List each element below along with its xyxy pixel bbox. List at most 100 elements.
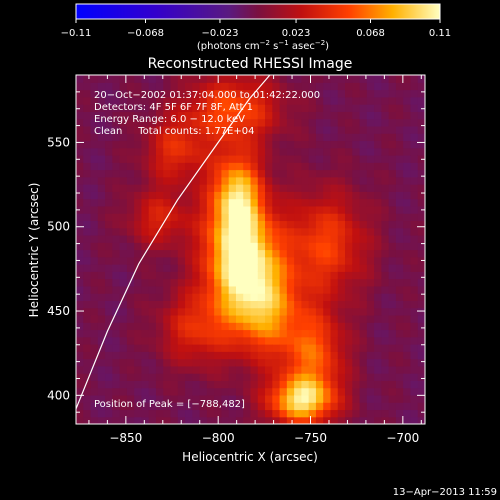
heatmap-cell bbox=[97, 176, 106, 185]
heatmap-cell bbox=[395, 184, 404, 192]
heatmap-cell bbox=[381, 213, 390, 222]
heatmap-cell bbox=[206, 191, 215, 200]
heatmap-cell bbox=[148, 300, 157, 309]
heatmap-cell bbox=[112, 205, 121, 214]
heatmap-cell bbox=[257, 118, 266, 127]
heatmap-cell bbox=[359, 307, 368, 316]
heatmap-cell bbox=[214, 220, 223, 229]
heatmap-cell bbox=[315, 104, 324, 112]
heatmap-cell bbox=[235, 322, 244, 331]
heatmap-cell bbox=[366, 322, 375, 331]
heatmap-cell bbox=[315, 409, 324, 418]
heatmap-cell bbox=[221, 242, 230, 251]
heatmap-cell bbox=[235, 133, 244, 142]
heatmap-cell bbox=[155, 278, 164, 287]
heatmap-cell bbox=[243, 104, 252, 112]
heatmap-cell bbox=[410, 351, 419, 360]
heatmap-cell bbox=[221, 111, 230, 120]
heatmap-cell bbox=[315, 96, 324, 105]
heatmap-cell bbox=[192, 176, 201, 185]
heatmap-cell bbox=[272, 278, 281, 287]
heatmap-cell bbox=[126, 307, 135, 316]
heatmap-cell bbox=[301, 213, 310, 222]
heatmap-cell bbox=[185, 394, 193, 403]
heatmap-cell bbox=[112, 402, 121, 411]
heatmap-cell bbox=[119, 329, 128, 338]
heatmap-cell bbox=[272, 249, 281, 258]
heatmap-cell bbox=[308, 256, 317, 265]
heatmap-cell bbox=[323, 336, 332, 345]
heatmap-cell bbox=[134, 184, 143, 192]
heatmap-cell bbox=[352, 198, 361, 207]
heatmap-cell bbox=[403, 278, 412, 287]
heatmap-cell bbox=[228, 416, 237, 424]
heatmap-cell bbox=[119, 82, 128, 91]
heatmap-cell bbox=[374, 220, 382, 229]
heatmap-cell bbox=[141, 75, 150, 83]
heatmap-cell bbox=[315, 344, 324, 352]
heatmap-cell bbox=[105, 220, 113, 229]
heatmap-cell bbox=[352, 125, 361, 134]
heatmap-cell bbox=[163, 271, 172, 280]
heatmap-cell bbox=[90, 75, 99, 83]
heatmap-cell bbox=[221, 402, 230, 411]
heatmap-cell bbox=[206, 307, 215, 316]
heatmap-cell bbox=[112, 75, 121, 83]
heatmap-cell bbox=[134, 373, 143, 381]
heatmap-cell bbox=[352, 234, 361, 243]
heatmap-cell bbox=[315, 373, 324, 381]
heatmap-cell bbox=[315, 125, 324, 134]
heatmap-cell bbox=[403, 242, 412, 251]
heatmap-cell bbox=[119, 227, 128, 236]
heatmap-cell bbox=[345, 314, 353, 323]
heatmap-cell bbox=[112, 191, 121, 200]
heatmap-cell bbox=[148, 198, 157, 207]
heatmap-cell bbox=[97, 256, 106, 265]
heatmap-cell bbox=[83, 111, 92, 120]
heatmap-cell bbox=[163, 176, 172, 185]
heatmap-cell bbox=[345, 125, 353, 134]
heatmap-cell bbox=[83, 322, 92, 331]
heatmap-cell bbox=[141, 402, 150, 411]
heatmap-cell bbox=[112, 198, 121, 207]
heatmap-cell bbox=[323, 264, 332, 272]
heatmap-cell bbox=[323, 329, 332, 338]
heatmap-cell bbox=[286, 205, 295, 214]
heatmap-cell bbox=[381, 234, 390, 243]
heatmap-cell bbox=[374, 394, 382, 403]
heatmap-cell bbox=[119, 154, 128, 163]
heatmap-cell bbox=[395, 373, 404, 381]
heatmap-cell bbox=[214, 365, 223, 374]
heatmap-cell bbox=[90, 394, 99, 403]
heatmap-cell bbox=[294, 293, 302, 301]
heatmap-cell bbox=[177, 344, 186, 352]
heatmap-cell bbox=[345, 89, 353, 98]
heatmap-cell bbox=[206, 75, 215, 83]
heatmap-cell bbox=[337, 82, 346, 91]
heatmap-cell bbox=[395, 227, 404, 236]
heatmap-cell bbox=[257, 380, 266, 389]
heatmap-cell bbox=[308, 191, 317, 200]
heatmap-cell bbox=[410, 358, 419, 367]
heatmap-cell bbox=[345, 234, 353, 243]
heatmap-cell bbox=[250, 314, 259, 323]
heatmap-cell bbox=[315, 140, 324, 149]
heatmap-cell bbox=[214, 227, 223, 236]
heatmap-cell bbox=[286, 402, 295, 411]
heatmap-cell bbox=[265, 169, 273, 178]
heatmap-cell bbox=[366, 191, 375, 200]
heatmap-cell bbox=[395, 300, 404, 309]
heatmap-cell bbox=[286, 125, 295, 134]
heatmap-cell bbox=[97, 271, 106, 280]
heatmap-cell bbox=[221, 358, 230, 367]
heatmap-cell bbox=[272, 205, 281, 214]
heatmap-cell bbox=[141, 104, 150, 112]
heatmap-cell bbox=[265, 271, 273, 280]
heatmap-cell bbox=[301, 329, 310, 338]
heatmap-cell bbox=[323, 380, 332, 389]
heatmap-cell bbox=[323, 358, 332, 367]
heatmap-cell bbox=[243, 329, 252, 338]
heatmap-cell bbox=[90, 140, 99, 149]
heatmap-cell bbox=[214, 162, 223, 171]
heatmap-cell bbox=[323, 307, 332, 316]
